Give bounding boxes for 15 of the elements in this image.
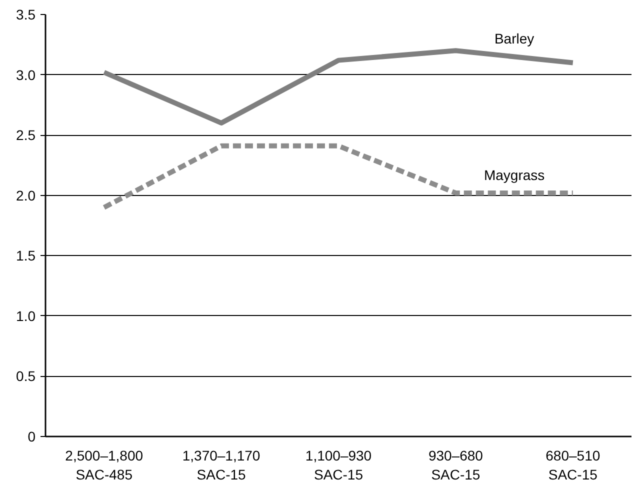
- x-tick-label: 930–680 SAC-15: [428, 448, 484, 483]
- x-tick-label: 680–510 SAC-15: [546, 448, 600, 483]
- y-tick-label: 0: [28, 428, 36, 444]
- y-tick-label: 3.5: [16, 6, 36, 22]
- x-tick-label: 1,100–930 SAC-15: [305, 448, 372, 483]
- series-label: Barley: [494, 30, 534, 47]
- y-tick-label: 0.5: [16, 368, 36, 384]
- y-tick-label: 2.0: [16, 187, 36, 204]
- x-tick-label: 2,500–1,800 SAC-485: [65, 448, 144, 483]
- series-label: Maygrass: [484, 166, 545, 183]
- y-tick-label: 1.5: [16, 248, 36, 264]
- y-tick-label: 3.0: [16, 66, 36, 83]
- y-tick-label: 1.0: [16, 308, 36, 324]
- y-tick-label: 2.5: [16, 127, 36, 144]
- x-tick-label: 1,370–1,170 SAC-15: [182, 448, 260, 483]
